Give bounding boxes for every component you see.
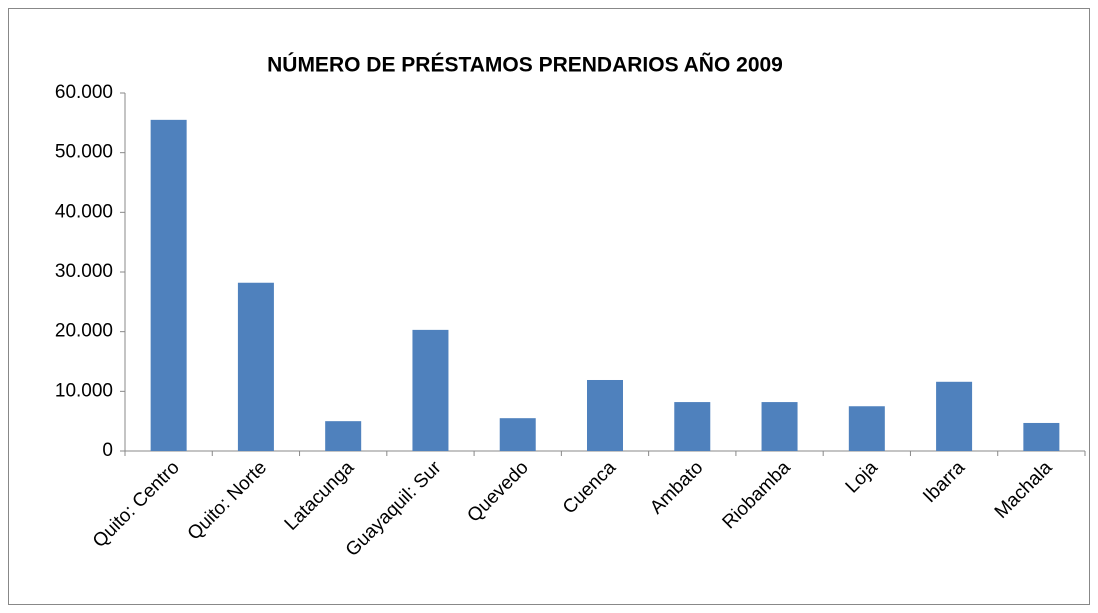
bar [499, 418, 536, 451]
bar [587, 379, 623, 451]
bar [325, 421, 362, 451]
bar [412, 329, 449, 451]
y-tick-label: 40.000 [55, 201, 113, 222]
bar [237, 282, 274, 451]
bar [848, 406, 885, 451]
y-tick-label: 0 [102, 440, 113, 461]
bar [674, 402, 711, 451]
bar [936, 381, 973, 451]
y-tick-label: 30.000 [55, 261, 113, 282]
bar [761, 402, 798, 451]
chart-frame [8, 8, 1090, 605]
bar [150, 119, 187, 451]
y-tick-label: 60.000 [55, 82, 113, 103]
y-tick-label: 20.000 [55, 321, 113, 342]
y-tick-label: 10.000 [55, 380, 113, 401]
bar [1023, 422, 1060, 451]
chart-title: NÚMERO DE PRÉSTAMOS PRENDARIOS AÑO 2009 [267, 53, 783, 77]
y-tick-label: 50.000 [55, 142, 113, 163]
